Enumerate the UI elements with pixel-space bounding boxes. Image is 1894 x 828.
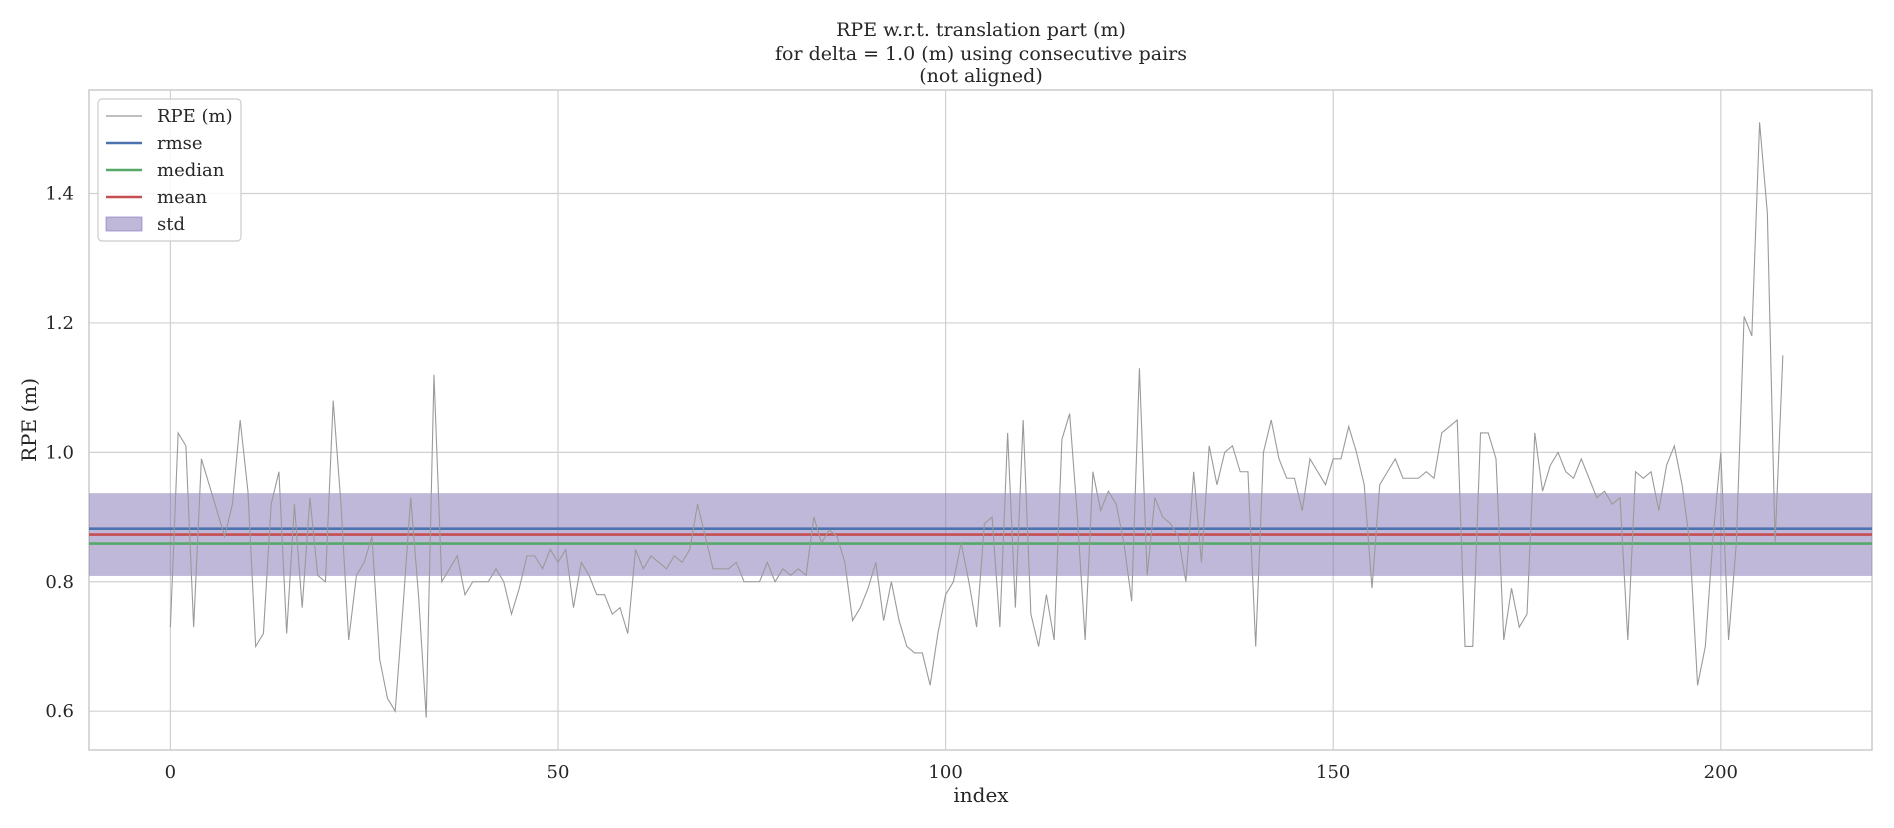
rpe-series-line (169, 122, 1784, 718)
legend: RPE (m) rmse median mean std (97, 98, 242, 242)
legend-label: median (157, 160, 225, 181)
y-tick-label: 0.6 (45, 701, 74, 722)
y-tick-labels: 0.6 0.8 1.0 1.2 1.4 (45, 184, 74, 723)
legend-swatch (105, 216, 143, 232)
x-tick-label: 150 (1316, 762, 1350, 783)
legend-label: RPE (m) (157, 106, 233, 127)
y-tick-label: 1.4 (45, 184, 74, 205)
stats-layer (89, 493, 1872, 576)
x-tick-label: 100 (928, 762, 962, 783)
legend-label: std (157, 214, 185, 235)
y-tick-label: 1.2 (45, 313, 74, 334)
title-line-1: RPE w.r.t. translation part (m) (836, 19, 1126, 41)
title-line-2: for delta = 1.0 (m) using consecutive pa… (775, 43, 1187, 65)
x-tick-label: 200 (1704, 762, 1738, 783)
title-line-3: (not aligned) (919, 65, 1042, 87)
x-tick-label: 0 (165, 762, 176, 783)
chart-title: RPE w.r.t. translation part (m) for delt… (775, 19, 1187, 87)
legend-box (97, 98, 242, 242)
x-tick-labels: 0 50 100 150 200 (165, 762, 1738, 783)
plot-area (88, 89, 1873, 751)
y-axis-label: RPE (m) (17, 378, 41, 462)
x-tick-label: 50 (547, 762, 570, 783)
y-tick-label: 1.0 (45, 442, 74, 463)
x-axis-label: index (953, 783, 1009, 807)
series-layer (169, 122, 1784, 718)
legend-label: rmse (157, 133, 203, 154)
y-tick-label: 0.8 (45, 572, 74, 593)
legend-label: mean (157, 187, 207, 208)
